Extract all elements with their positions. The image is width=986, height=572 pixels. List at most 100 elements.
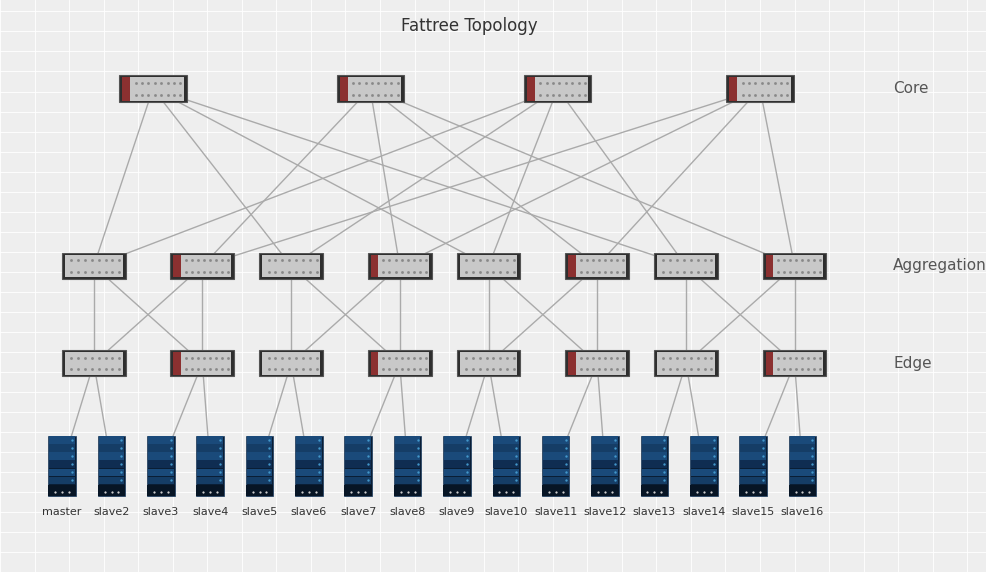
Bar [197,436,223,444]
Text: slave11: slave11 [533,507,577,517]
Bar [394,468,420,476]
Bar [690,460,716,468]
FancyBboxPatch shape [171,350,234,376]
Bar [641,444,667,452]
Bar [729,77,737,101]
Bar [371,255,428,277]
Bar [99,452,124,460]
Bar [99,436,124,444]
FancyBboxPatch shape [524,75,591,102]
Text: slave9: slave9 [439,507,474,517]
Bar [339,77,347,101]
Text: Fattree Topology: Fattree Topology [400,17,536,35]
Bar [344,436,372,496]
Bar [591,436,618,496]
Bar [788,486,815,496]
Bar [641,436,667,444]
Bar [739,436,766,496]
Bar [657,255,714,277]
Bar [568,255,625,277]
Bar [174,352,180,375]
Bar [49,436,75,444]
Bar [148,460,174,468]
Bar [99,460,124,468]
Bar [641,476,667,484]
Text: slave5: slave5 [242,507,277,517]
Bar [542,460,568,468]
Bar [765,352,822,375]
Bar [197,444,223,452]
Bar [98,436,125,496]
FancyBboxPatch shape [259,350,322,376]
Bar [493,436,519,444]
Text: master: master [42,507,82,517]
Bar [592,476,617,484]
Bar [99,476,124,484]
Bar [690,468,716,476]
Bar [690,444,716,452]
Bar [394,444,420,452]
Bar [729,77,790,101]
Bar [542,468,568,476]
Bar [443,486,470,496]
Bar [789,452,814,460]
Bar [690,452,716,460]
Text: Edge: Edge [892,356,931,371]
Bar [444,436,469,444]
Bar [640,486,668,496]
Bar [148,468,174,476]
Bar [339,77,400,101]
FancyBboxPatch shape [457,350,520,376]
Bar [542,476,568,484]
Text: slave10: slave10 [484,507,528,517]
Text: slave15: slave15 [731,507,774,517]
Bar [568,255,575,277]
Bar [740,436,765,444]
Bar [740,476,765,484]
Bar [174,255,180,277]
Bar [765,352,772,375]
Text: slave13: slave13 [632,507,675,517]
Bar [740,460,765,468]
Bar [443,436,470,496]
Bar [345,444,371,452]
FancyBboxPatch shape [368,253,431,279]
Bar [690,436,716,444]
Bar [765,255,822,277]
Bar [246,436,273,496]
Bar [542,444,568,452]
Bar [393,436,421,496]
FancyBboxPatch shape [368,350,431,376]
Bar [295,486,322,496]
Bar [65,255,122,277]
Bar [197,452,223,460]
Bar [789,476,814,484]
Bar [197,476,223,484]
Bar [296,468,321,476]
Bar [393,486,421,496]
Bar [459,255,517,277]
Bar [296,452,321,460]
Bar [641,468,667,476]
Text: slave8: slave8 [389,507,425,517]
Bar [527,77,588,101]
FancyBboxPatch shape [62,350,125,376]
Bar [592,468,617,476]
Bar [689,436,717,496]
Text: slave7: slave7 [340,507,376,517]
Bar [246,476,272,484]
FancyBboxPatch shape [762,253,825,279]
FancyBboxPatch shape [726,75,793,102]
Bar [493,476,519,484]
Bar [345,468,371,476]
FancyBboxPatch shape [565,253,628,279]
Text: slave4: slave4 [192,507,228,517]
Bar [174,352,231,375]
Bar [147,486,175,496]
Bar [147,436,175,496]
Bar [444,460,469,468]
Bar [641,460,667,468]
Bar [99,468,124,476]
Bar [246,468,272,476]
Bar [789,468,814,476]
